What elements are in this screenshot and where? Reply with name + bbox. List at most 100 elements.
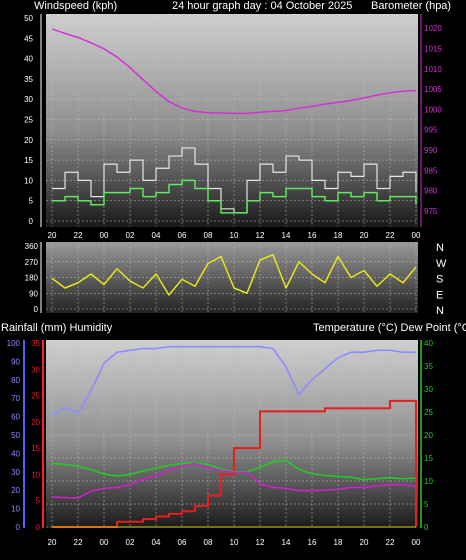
time-tick-label: 22 [386, 231, 395, 240]
graph-title: 24 hour graph day : 04 October 2025 [172, 0, 352, 12]
wind-tick-label: 35 [24, 75, 33, 84]
humidity-tick-label: 60 [11, 413, 20, 422]
time-tick-label: 22 [74, 538, 83, 547]
barometer-axis-title: Barometer (hpa) [371, 0, 451, 12]
time-tick-label: 22 [74, 231, 83, 240]
barometer-tick-label: 1000 [424, 105, 442, 114]
time-tick-label: 10 [230, 538, 239, 547]
temperature-tick-label: 30 [424, 385, 433, 394]
time-tick-label: 02 [126, 538, 135, 547]
time-tick-label: 00 [412, 231, 421, 240]
direction-tick-label: 360 [25, 242, 39, 251]
wind-tick-label: 25 [24, 116, 33, 125]
time-tick-label: 00 [100, 538, 109, 547]
temperature-tick-label: 35 [424, 362, 433, 371]
rain-temp-plot-area [46, 340, 418, 528]
barometer-line [51, 28, 417, 115]
wind-tick-label: 5 [29, 197, 34, 206]
barometer-tick-label: 975 [424, 207, 438, 216]
time-tick-label: 16 [308, 538, 317, 547]
wind-tick-label: 0 [29, 217, 34, 226]
time-tick-label: 22 [386, 538, 395, 547]
compass-label: W [436, 258, 447, 270]
wind-baro-plot-area [46, 14, 418, 227]
time-tick-label: 14 [282, 538, 291, 547]
time-tick-label: 20 [360, 538, 369, 547]
temperature-tick-label: 10 [424, 477, 433, 486]
humidity-tick-label: 100 [7, 339, 21, 348]
compass-label: N [436, 242, 444, 254]
direction-tick-label: 0 [34, 305, 39, 314]
time-tick-label: 10 [230, 231, 239, 240]
barometer-tick-label: 1005 [424, 85, 442, 94]
rainfall-tick-label: 15 [31, 444, 40, 453]
compass-label: N [436, 305, 444, 317]
temperature-tick-label: 5 [424, 500, 429, 509]
time-tick-label: 20 [48, 538, 57, 547]
temperature-tick-label: 15 [424, 454, 433, 463]
barometer-tick-label: 1015 [424, 44, 442, 53]
time-tick-label: 12 [256, 538, 265, 547]
chart-marks: 0510152025303540455097598098599099510001… [7, 14, 447, 547]
temperature-tick-label: 40 [424, 339, 433, 348]
rainfall-humidity-axis-title: Rainfall (mm) Humidity [1, 322, 113, 334]
wind-tick-label: 40 [24, 55, 33, 64]
barometer-tick-label: 1010 [424, 65, 442, 74]
wind-direction-line [51, 254, 417, 296]
time-tick-label: 14 [282, 231, 291, 240]
rainfall-tick-label: 25 [31, 392, 40, 401]
rainfall-tick-label: 0 [36, 523, 41, 532]
barometer-tick-label: 985 [424, 166, 438, 175]
barometer-tick-label: 995 [424, 126, 438, 135]
temperature-dewpoint-axis-title: Temperature (°C) Dew Point (°C) [313, 322, 466, 334]
rainfall-tick-label: 20 [31, 418, 40, 427]
compass-label: S [436, 274, 443, 286]
wind-tick-label: 30 [24, 95, 33, 104]
direction-tick-label: 90 [29, 289, 38, 298]
humidity-tick-label: 90 [11, 357, 20, 366]
time-tick-label: 00 [412, 538, 421, 547]
barometer-tick-label: 1020 [424, 24, 442, 33]
time-tick-label: 20 [360, 231, 369, 240]
humidity-tick-label: 70 [11, 394, 20, 403]
temperature-tick-label: 20 [424, 431, 433, 440]
rainfall-tick-label: 35 [31, 339, 40, 348]
direction-tick-label: 180 [25, 274, 39, 283]
time-tick-label: 18 [334, 231, 343, 240]
time-tick-label: 16 [308, 231, 317, 240]
windspeed-axis-title: Windspeed (kph) [34, 0, 117, 12]
humidity-tick-label: 0 [16, 523, 21, 532]
humidity-tick-label: 80 [11, 376, 20, 385]
rainfall-tick-label: 10 [31, 470, 40, 479]
wind-tick-label: 45 [24, 34, 33, 43]
wind-tick-label: 10 [24, 176, 33, 185]
wind-tick-label: 15 [24, 156, 33, 165]
wind-tick-label: 20 [24, 136, 33, 145]
time-tick-label: 00 [100, 231, 109, 240]
time-tick-label: 08 [204, 538, 213, 547]
time-tick-label: 02 [126, 231, 135, 240]
wind_avg-line [52, 179, 417, 214]
direction-tick-label: 270 [25, 258, 39, 267]
barometer-tick-label: 990 [424, 146, 438, 155]
time-tick-label: 06 [178, 538, 187, 547]
humidity-tick-label: 20 [11, 486, 20, 495]
time-tick-label: 04 [152, 231, 161, 240]
humidity-tick-label: 10 [11, 505, 20, 514]
time-tick-label: 20 [48, 231, 57, 240]
time-tick-label: 08 [204, 231, 213, 240]
rainfall-line [52, 399, 417, 528]
humidity-tick-label: 40 [11, 449, 20, 458]
humidity-tick-label: 50 [11, 431, 20, 440]
time-tick-label: 12 [256, 231, 265, 240]
time-tick-label: 06 [178, 231, 187, 240]
temperature-tick-label: 25 [424, 408, 433, 417]
rainfall-tick-label: 5 [36, 497, 41, 506]
time-tick-label: 04 [152, 538, 161, 547]
dew_point-line [51, 462, 417, 499]
barometer-tick-label: 980 [424, 187, 438, 196]
rainfall-tick-label: 30 [31, 365, 40, 374]
temperature-tick-label: 0 [424, 523, 429, 532]
